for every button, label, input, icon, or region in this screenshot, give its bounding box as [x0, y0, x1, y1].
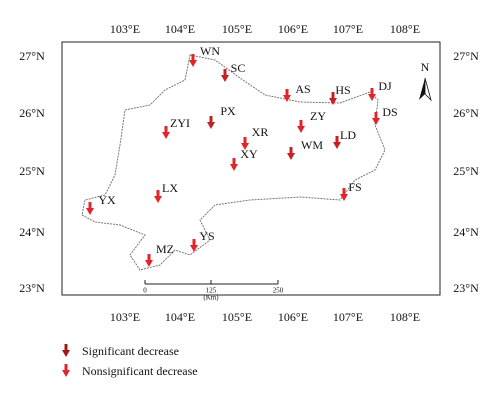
station-label: YX — [98, 193, 116, 207]
left-tick-label: 25°N — [19, 164, 45, 178]
region-outline — [81, 54, 386, 271]
legend-label: Significant decrease — [82, 344, 179, 358]
station-label: WN — [200, 44, 220, 58]
right-tick-label: 25°N — [453, 164, 479, 178]
station-label: PX — [220, 104, 236, 118]
station-label: FS — [348, 180, 361, 194]
station-label: WM — [301, 138, 323, 152]
right-tick-label: 27°N — [453, 49, 479, 63]
top-tick-label: 103°E — [110, 22, 140, 36]
station-arrow — [287, 147, 295, 160]
top-tick-label: 106°E — [278, 22, 308, 36]
scale-label: 0 — [143, 287, 147, 295]
bottom-tick-label: 107°E — [333, 310, 363, 324]
station-arrow — [86, 202, 94, 215]
station-label: ZYI — [170, 116, 190, 130]
top-tick-label: 104°E — [165, 22, 195, 36]
bottom-tick-label: 104°E — [165, 310, 195, 324]
bottom-tick-label: 103°E — [110, 310, 140, 324]
left-tick-label: 26°N — [19, 106, 45, 120]
scale-label: 250 — [273, 287, 284, 295]
station-arrow — [207, 116, 215, 129]
station-arrow — [241, 137, 249, 150]
station-label: MZ — [156, 242, 174, 256]
station-label: SC — [231, 61, 246, 75]
legend-arrow — [62, 364, 70, 377]
bottom-tick-label: 105°E — [222, 310, 252, 324]
station-label: LX — [162, 181, 178, 195]
right-tick-label: 23°N — [453, 281, 479, 295]
station-arrow — [189, 54, 197, 67]
station-arrow — [283, 89, 291, 102]
scale-label: 125 — [206, 287, 217, 295]
station-label: AS — [295, 82, 310, 96]
station-label: LD — [340, 128, 356, 142]
right-tick-label: 26°N — [453, 106, 479, 120]
scale-bar — [144, 280, 279, 285]
legend-label: Nonsignificant decrease — [82, 364, 198, 378]
left-tick-label: 24°N — [19, 225, 45, 239]
legend-arrow — [62, 344, 70, 357]
station-arrow — [190, 239, 198, 252]
station-arrow — [340, 188, 348, 201]
station-arrow — [145, 254, 153, 267]
station-arrow — [333, 136, 341, 149]
top-tick-label: 107°E — [333, 22, 363, 36]
station-label: DS — [382, 105, 397, 119]
top-tick-label: 108°E — [390, 22, 420, 36]
map-frame — [61, 41, 441, 296]
station-arrow — [154, 190, 162, 203]
station-arrow — [372, 112, 380, 125]
bottom-tick-label: 108°E — [390, 310, 420, 324]
station-label: ZY — [310, 109, 326, 123]
station-arrow — [221, 69, 229, 82]
station-arrow — [329, 92, 337, 105]
north-arrow — [419, 77, 432, 102]
right-tick-label: 24°N — [453, 225, 479, 239]
station-arrow — [162, 126, 170, 139]
station-arrow — [368, 88, 376, 101]
station-label: XR — [252, 125, 269, 139]
left-tick-label: 23°N — [19, 281, 45, 295]
station-label: DJ — [378, 79, 392, 93]
bottom-tick-label: 106°E — [278, 310, 308, 324]
scale-unit: (Km) — [203, 294, 219, 302]
station-label: YS — [199, 229, 214, 243]
station-arrow — [297, 120, 305, 133]
top-tick-label: 105°E — [222, 22, 252, 36]
station-label: HS — [335, 83, 350, 97]
left-tick-label: 27°N — [19, 49, 45, 63]
north-label: N — [421, 60, 430, 74]
station-arrow — [230, 158, 238, 171]
station-label: XY — [240, 147, 258, 161]
